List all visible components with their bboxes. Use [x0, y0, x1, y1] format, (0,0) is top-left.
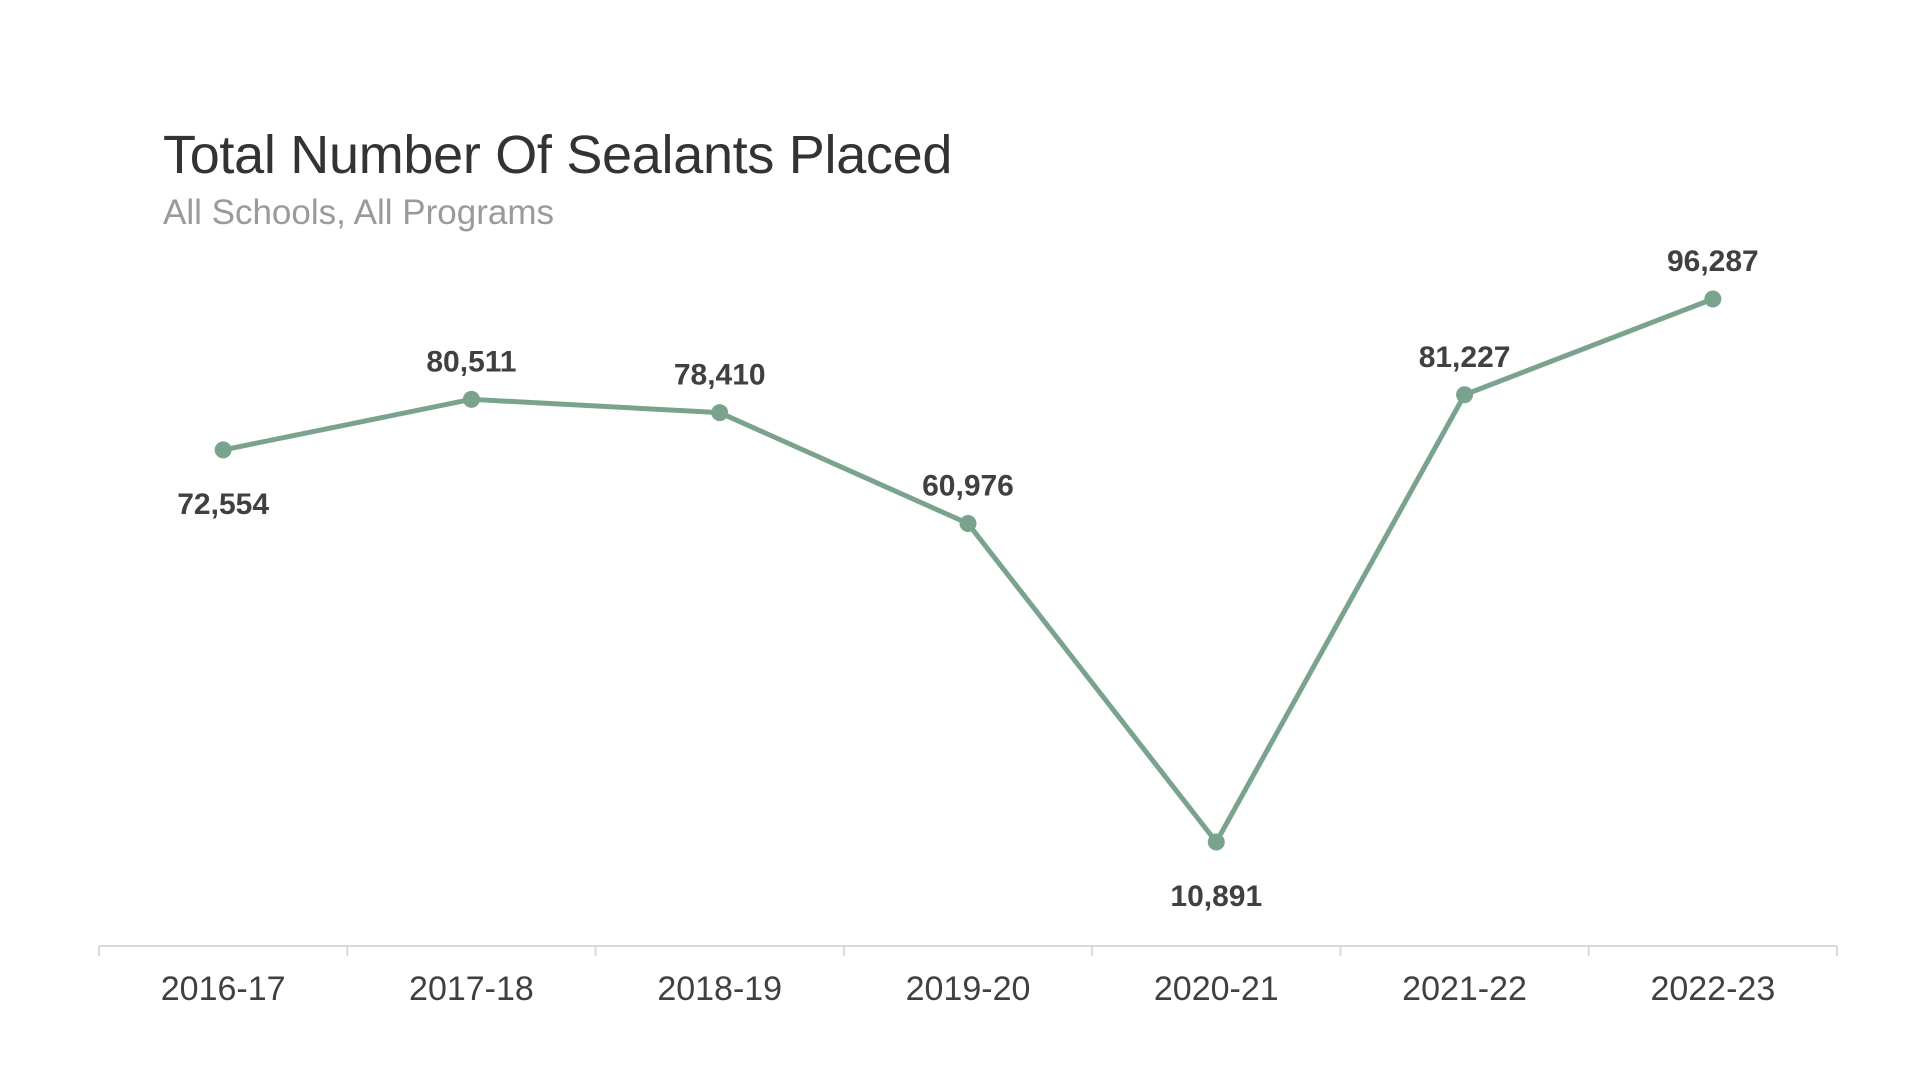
- data-points: [214, 290, 1722, 851]
- x-tick-label: 2017-18: [409, 970, 534, 1008]
- series-line-group: [220, 296, 1716, 845]
- data-label: 78,410: [674, 359, 766, 392]
- data-point[interactable]: [1704, 290, 1722, 308]
- data-label: 96,287: [1667, 245, 1759, 278]
- data-point[interactable]: [711, 404, 729, 422]
- x-tick-label: 2019-20: [906, 970, 1031, 1008]
- data-label: 60,976: [922, 470, 1014, 503]
- data-label: 10,891: [1170, 880, 1262, 913]
- x-tick-label: 2022-23: [1650, 970, 1775, 1008]
- chart-subtitle: All Schools, All Programs: [163, 193, 554, 232]
- x-tick-label: 2016-17: [161, 970, 286, 1008]
- chart-title: Total Number Of Sealants Placed: [163, 125, 953, 185]
- x-tick-labels: 2016-17 2017-18 2018-19 2019-20 2020-21 2021-…: [161, 970, 1775, 1008]
- x-tick-label: 2020-21: [1154, 970, 1279, 1008]
- data-point[interactable]: [1456, 386, 1474, 404]
- data-point[interactable]: [214, 441, 232, 459]
- data-label: 81,227: [1419, 341, 1511, 374]
- data-point[interactable]: [1207, 833, 1225, 851]
- data-point[interactable]: [959, 515, 977, 533]
- x-axis: [98, 945, 1838, 956]
- data-label: 72,554: [177, 488, 269, 521]
- data-label: 80,511: [426, 345, 516, 378]
- x-tick-label: 2021-22: [1402, 970, 1527, 1008]
- data-point[interactable]: [462, 390, 480, 408]
- x-tick-label: 2018-19: [657, 970, 782, 1008]
- series-line: [220, 296, 1716, 845]
- data-labels: 72,554 80,511 78,410 60,976 10,891 81,227 96,2…: [177, 245, 1758, 913]
